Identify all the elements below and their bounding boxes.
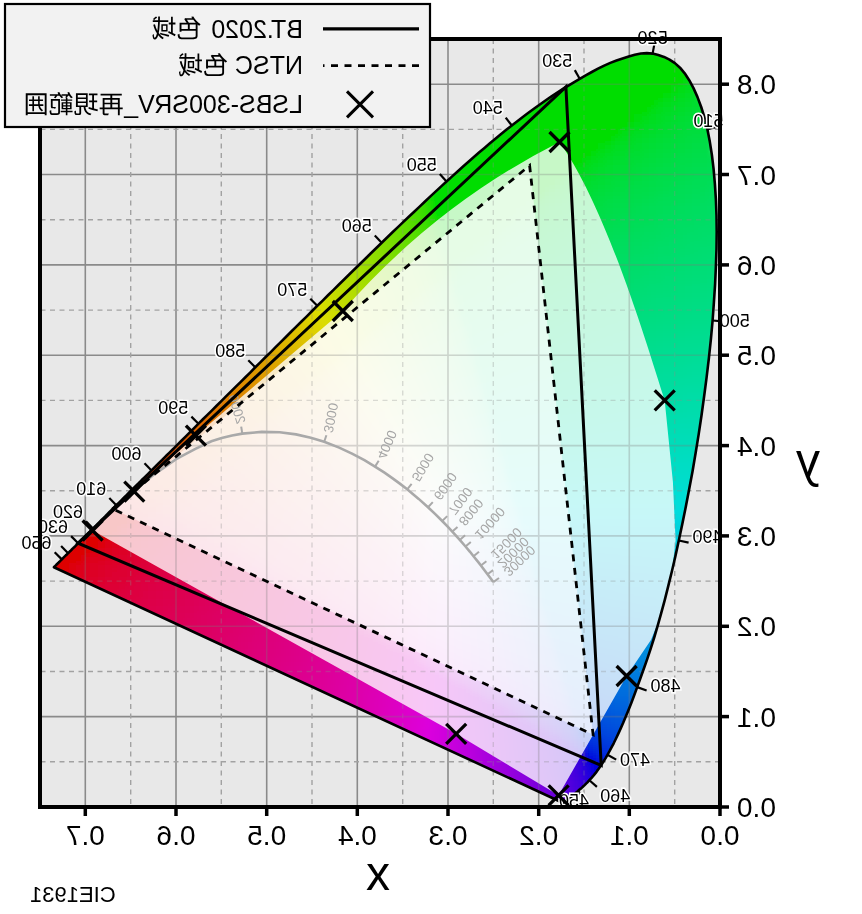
svg-text:0.2: 0.2 bbox=[519, 820, 558, 851]
svg-text:0.3: 0.3 bbox=[429, 820, 468, 851]
svg-text:0.5: 0.5 bbox=[247, 820, 286, 851]
svg-text:0.7: 0.7 bbox=[66, 820, 105, 851]
svg-text:0.3: 0.3 bbox=[737, 521, 776, 552]
svg-text:x: x bbox=[366, 847, 390, 900]
svg-text:0.0: 0.0 bbox=[737, 792, 776, 823]
svg-text:0.1: 0.1 bbox=[610, 820, 649, 851]
svg-text:540: 540 bbox=[473, 98, 503, 118]
svg-text:470: 470 bbox=[620, 750, 650, 770]
svg-text:LSBS-300SRV_: LSBS-300SRV_ bbox=[123, 90, 303, 118]
svg-text:570: 570 bbox=[277, 280, 307, 300]
svg-text:550: 550 bbox=[407, 155, 437, 175]
svg-text:460: 460 bbox=[600, 786, 630, 806]
svg-text:CIE1931: CIE1931 bbox=[30, 882, 116, 907]
svg-text:500: 500 bbox=[720, 311, 750, 331]
svg-text:580: 580 bbox=[215, 341, 245, 361]
svg-text:0.4: 0.4 bbox=[737, 431, 776, 462]
svg-text:610: 610 bbox=[76, 479, 106, 499]
svg-text:0.6: 0.6 bbox=[737, 250, 776, 281]
svg-text:560: 560 bbox=[342, 216, 372, 236]
svg-text:480: 480 bbox=[651, 676, 681, 696]
svg-text:BT.2020: BT.2020 bbox=[211, 15, 303, 43]
svg-text:0.1: 0.1 bbox=[737, 702, 776, 733]
svg-text:0.2: 0.2 bbox=[737, 611, 776, 642]
svg-text:0.6: 0.6 bbox=[157, 820, 196, 851]
svg-text:530: 530 bbox=[542, 51, 572, 71]
svg-text:590: 590 bbox=[158, 398, 188, 418]
svg-text:0.7: 0.7 bbox=[737, 160, 776, 191]
svg-text:650: 650 bbox=[22, 533, 52, 553]
svg-text:0.8: 0.8 bbox=[737, 69, 776, 100]
svg-text:0.5: 0.5 bbox=[737, 340, 776, 371]
svg-text:y: y bbox=[796, 434, 820, 487]
svg-text:NTSC: NTSC bbox=[235, 51, 303, 79]
svg-text:0.0: 0.0 bbox=[701, 820, 740, 851]
svg-text:600: 600 bbox=[111, 444, 141, 464]
